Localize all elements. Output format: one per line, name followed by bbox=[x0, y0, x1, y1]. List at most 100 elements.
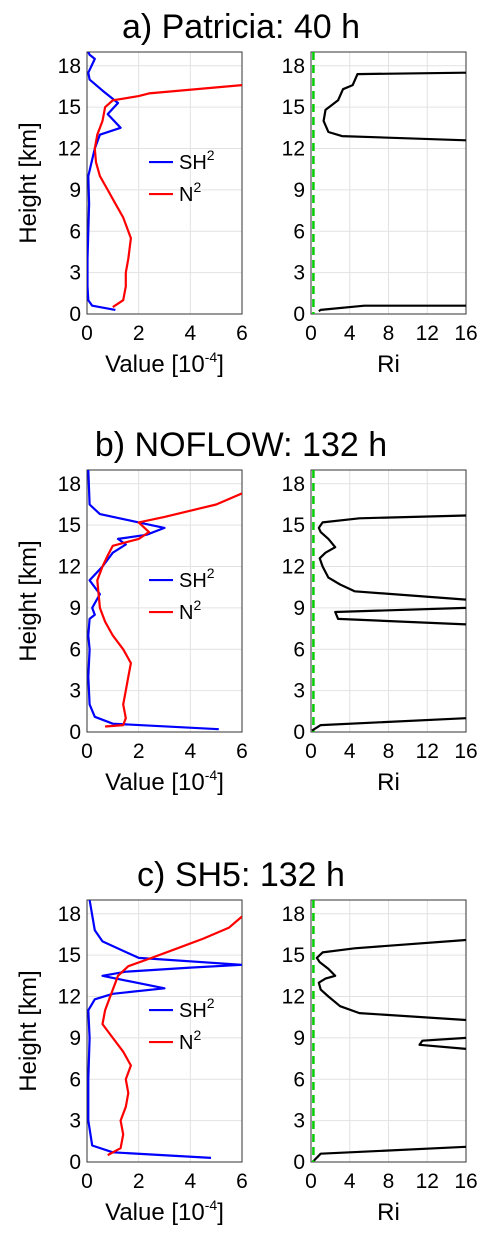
panel-a-right-xtick-label: 12 bbox=[416, 322, 439, 345]
panel-a-right-ytick-label: 0 bbox=[293, 303, 305, 326]
panel-c-left-series-line-1 bbox=[101, 915, 242, 1157]
panel-b-right-series-line-1 bbox=[334, 606, 466, 626]
panel-c-title: c) SH5: 132 h bbox=[137, 856, 345, 894]
panel-a-left-ytick-label: 9 bbox=[69, 179, 81, 202]
panel-b-left-legend-label-0: SH2 bbox=[179, 565, 215, 592]
panel-b-right-ytick-label: 12 bbox=[282, 556, 305, 579]
panel-c-right-series-line-0 bbox=[313, 1145, 466, 1162]
panel-b-left-ytick-label: 15 bbox=[58, 514, 81, 537]
panel-a-right-xtick-label: 4 bbox=[344, 322, 356, 345]
panel-a-right-ytick-label: 6 bbox=[293, 220, 305, 243]
panel-b-left-frame bbox=[86, 469, 243, 733]
panel-b-right-axes: 0 3 6 9 12 15 18 0 4 8 12 16 Ri bbox=[282, 469, 478, 796]
panel-b-left-legend-label-1: N2 bbox=[179, 597, 201, 624]
panel-c-right-xtick-label: 8 bbox=[383, 1170, 395, 1193]
panel-b-right-xtick-label: 0 bbox=[305, 740, 317, 763]
panel-c-right-series-line-1 bbox=[418, 1036, 466, 1050]
panel-b-right-frame bbox=[310, 469, 467, 733]
panel-b-left-ytick-label: 3 bbox=[69, 680, 81, 703]
panel-a-right-ytick-label: 15 bbox=[282, 96, 305, 119]
panel-b-right-ytick-label: 15 bbox=[282, 514, 305, 537]
panel-b-left-series-line-0 bbox=[87, 470, 219, 731]
panel-b-left-ytick-label: 9 bbox=[69, 597, 81, 620]
panel-b-left-xtick-label: 0 bbox=[81, 740, 93, 763]
panel-b-right-ytick-label: 18 bbox=[282, 473, 305, 496]
panel-b-right-xlabel: Ri bbox=[377, 769, 400, 796]
panel-a-left-series-line-0 bbox=[87, 52, 122, 311]
panel-a-left-ytick-label: 0 bbox=[69, 303, 81, 326]
panel-b-left-xtick-label: 2 bbox=[133, 740, 145, 763]
panel-a-left-axes: 0 3 6 9 12 15 18 0 2 4 6 Value [10-4] Height [km] SH2… bbox=[15, 51, 248, 378]
panel-a-right-ytick-label: 9 bbox=[293, 179, 305, 202]
panel-c-left-ytick-label: 12 bbox=[58, 986, 81, 1009]
panel-b-left-ytick-label: 18 bbox=[58, 473, 81, 496]
panel-c-right-xtick-label: 0 bbox=[305, 1170, 317, 1193]
panel-b-left-axes: 0 3 6 9 12 15 18 0 2 4 6 Value [10-4] Height [km] SH2… bbox=[15, 469, 248, 796]
panel-c-left-ytick-label: 15 bbox=[58, 944, 81, 967]
panel-c-right-xlabel: Ri bbox=[377, 1199, 400, 1226]
panel-c-right-ytick-label: 0 bbox=[293, 1151, 305, 1174]
panel-a-right-xtick-label: 8 bbox=[383, 322, 395, 345]
panel-c-left-ytick-label: 0 bbox=[69, 1151, 81, 1174]
panel-a-left-legend-label-1: N2 bbox=[179, 179, 201, 206]
panel-a-right-axes: 0 3 6 9 12 15 18 0 4 8 12 16 Ri bbox=[282, 51, 478, 378]
panel-c-right-xtick-label: 12 bbox=[416, 1170, 439, 1193]
panel-c-right-ytick-label: 18 bbox=[282, 903, 305, 926]
panel-b-left-series-line-1 bbox=[96, 492, 242, 728]
panel-b-left-xtick-label: 6 bbox=[236, 740, 248, 763]
panel-b-left-xtick-label: 4 bbox=[184, 740, 196, 763]
panel-a-left-legend-label-0: SH2 bbox=[179, 147, 215, 174]
panel-a-right-series-line-0 bbox=[318, 304, 466, 313]
panel-a-title: a) Patricia: 40 h bbox=[122, 8, 360, 46]
panel-a-left-ylabel: Height [km] bbox=[15, 122, 42, 243]
panel-a-left-xtick-label: 0 bbox=[81, 322, 93, 345]
panel-a-right-frame bbox=[310, 51, 467, 315]
panel-c-right-ytick-label: 9 bbox=[293, 1027, 305, 1050]
panel-a-left-xtick-label: 6 bbox=[236, 322, 248, 345]
panel-c-left-ylabel: Height [km] bbox=[15, 970, 42, 1091]
panel-c-left-ytick-label: 3 bbox=[69, 1110, 81, 1133]
panel-a-right-series-line-1 bbox=[322, 71, 466, 142]
panel-b-left-ylabel: Height [km] bbox=[15, 540, 42, 661]
panel-c-right-xtick-label: 16 bbox=[454, 1170, 477, 1193]
panel-c-right-series-line-2 bbox=[315, 938, 466, 1022]
panel-a-right-ytick-label: 18 bbox=[282, 55, 305, 78]
panel-b-right-ytick-label: 0 bbox=[293, 721, 305, 744]
panel-b-right-xtick-label: 4 bbox=[344, 740, 356, 763]
panel-c-left-xtick-label: 0 bbox=[81, 1170, 93, 1193]
panel-c-left-xtick-label: 6 bbox=[236, 1170, 248, 1193]
panel-c-left-series-line-0 bbox=[87, 900, 242, 1159]
panel-a-right-xtick-label: 0 bbox=[305, 322, 317, 345]
panel-b-right-ytick-label: 6 bbox=[293, 638, 305, 661]
panel-b-left-ytick-label: 0 bbox=[69, 721, 81, 744]
panel-a-left-ytick-label: 6 bbox=[69, 220, 81, 243]
panel-b-right-xtick-label: 16 bbox=[454, 740, 477, 763]
panel-a-right-ytick-label: 3 bbox=[293, 262, 305, 285]
panel-a-left-series-line-1 bbox=[93, 84, 242, 309]
panel-c-left-xlabel: Value [10-4] bbox=[105, 1197, 224, 1226]
panel-c-right-frame bbox=[310, 899, 467, 1163]
panel-c-left-frame bbox=[86, 899, 243, 1163]
panel-c-left-legend-label-1: N2 bbox=[179, 1027, 201, 1054]
panel-c-left-xtick-label: 4 bbox=[184, 1170, 196, 1193]
panel-a-left-xtick-label: 2 bbox=[133, 322, 145, 345]
panel-b-right-xtick-label: 12 bbox=[416, 740, 439, 763]
panel-b-right-xtick-label: 8 bbox=[383, 740, 395, 763]
panel-c-left-ytick-label: 9 bbox=[69, 1027, 81, 1050]
panel-a-right-xlabel: Ri bbox=[377, 351, 400, 378]
panel-c-left-ytick-label: 18 bbox=[58, 903, 81, 926]
panel-c-left-ytick-label: 6 bbox=[69, 1068, 81, 1091]
panel-b-left-xlabel: Value [10-4] bbox=[105, 767, 224, 796]
panel-c-right-ytick-label: 3 bbox=[293, 1110, 305, 1133]
panel-c-right-axes: 0 3 6 9 12 15 18 0 4 8 12 16 Ri bbox=[282, 899, 478, 1226]
panel-b-left-ytick-label: 12 bbox=[58, 556, 81, 579]
panel-b-right-ytick-label: 3 bbox=[293, 680, 305, 703]
panel-b-right-series-line-0 bbox=[311, 717, 466, 732]
panel-c-left-legend-label-0: SH2 bbox=[179, 995, 215, 1022]
panel-a-left-ytick-label: 3 bbox=[69, 262, 81, 285]
panel-c-left-axes: 0 3 6 9 12 15 18 0 2 4 6 Value [10-4] Height [km] SH2… bbox=[15, 899, 248, 1226]
panel-c-right-ytick-label: 15 bbox=[282, 944, 305, 967]
panel-b-right-series-line-2 bbox=[317, 514, 466, 601]
panel-a-right-ytick-label: 12 bbox=[282, 138, 305, 161]
